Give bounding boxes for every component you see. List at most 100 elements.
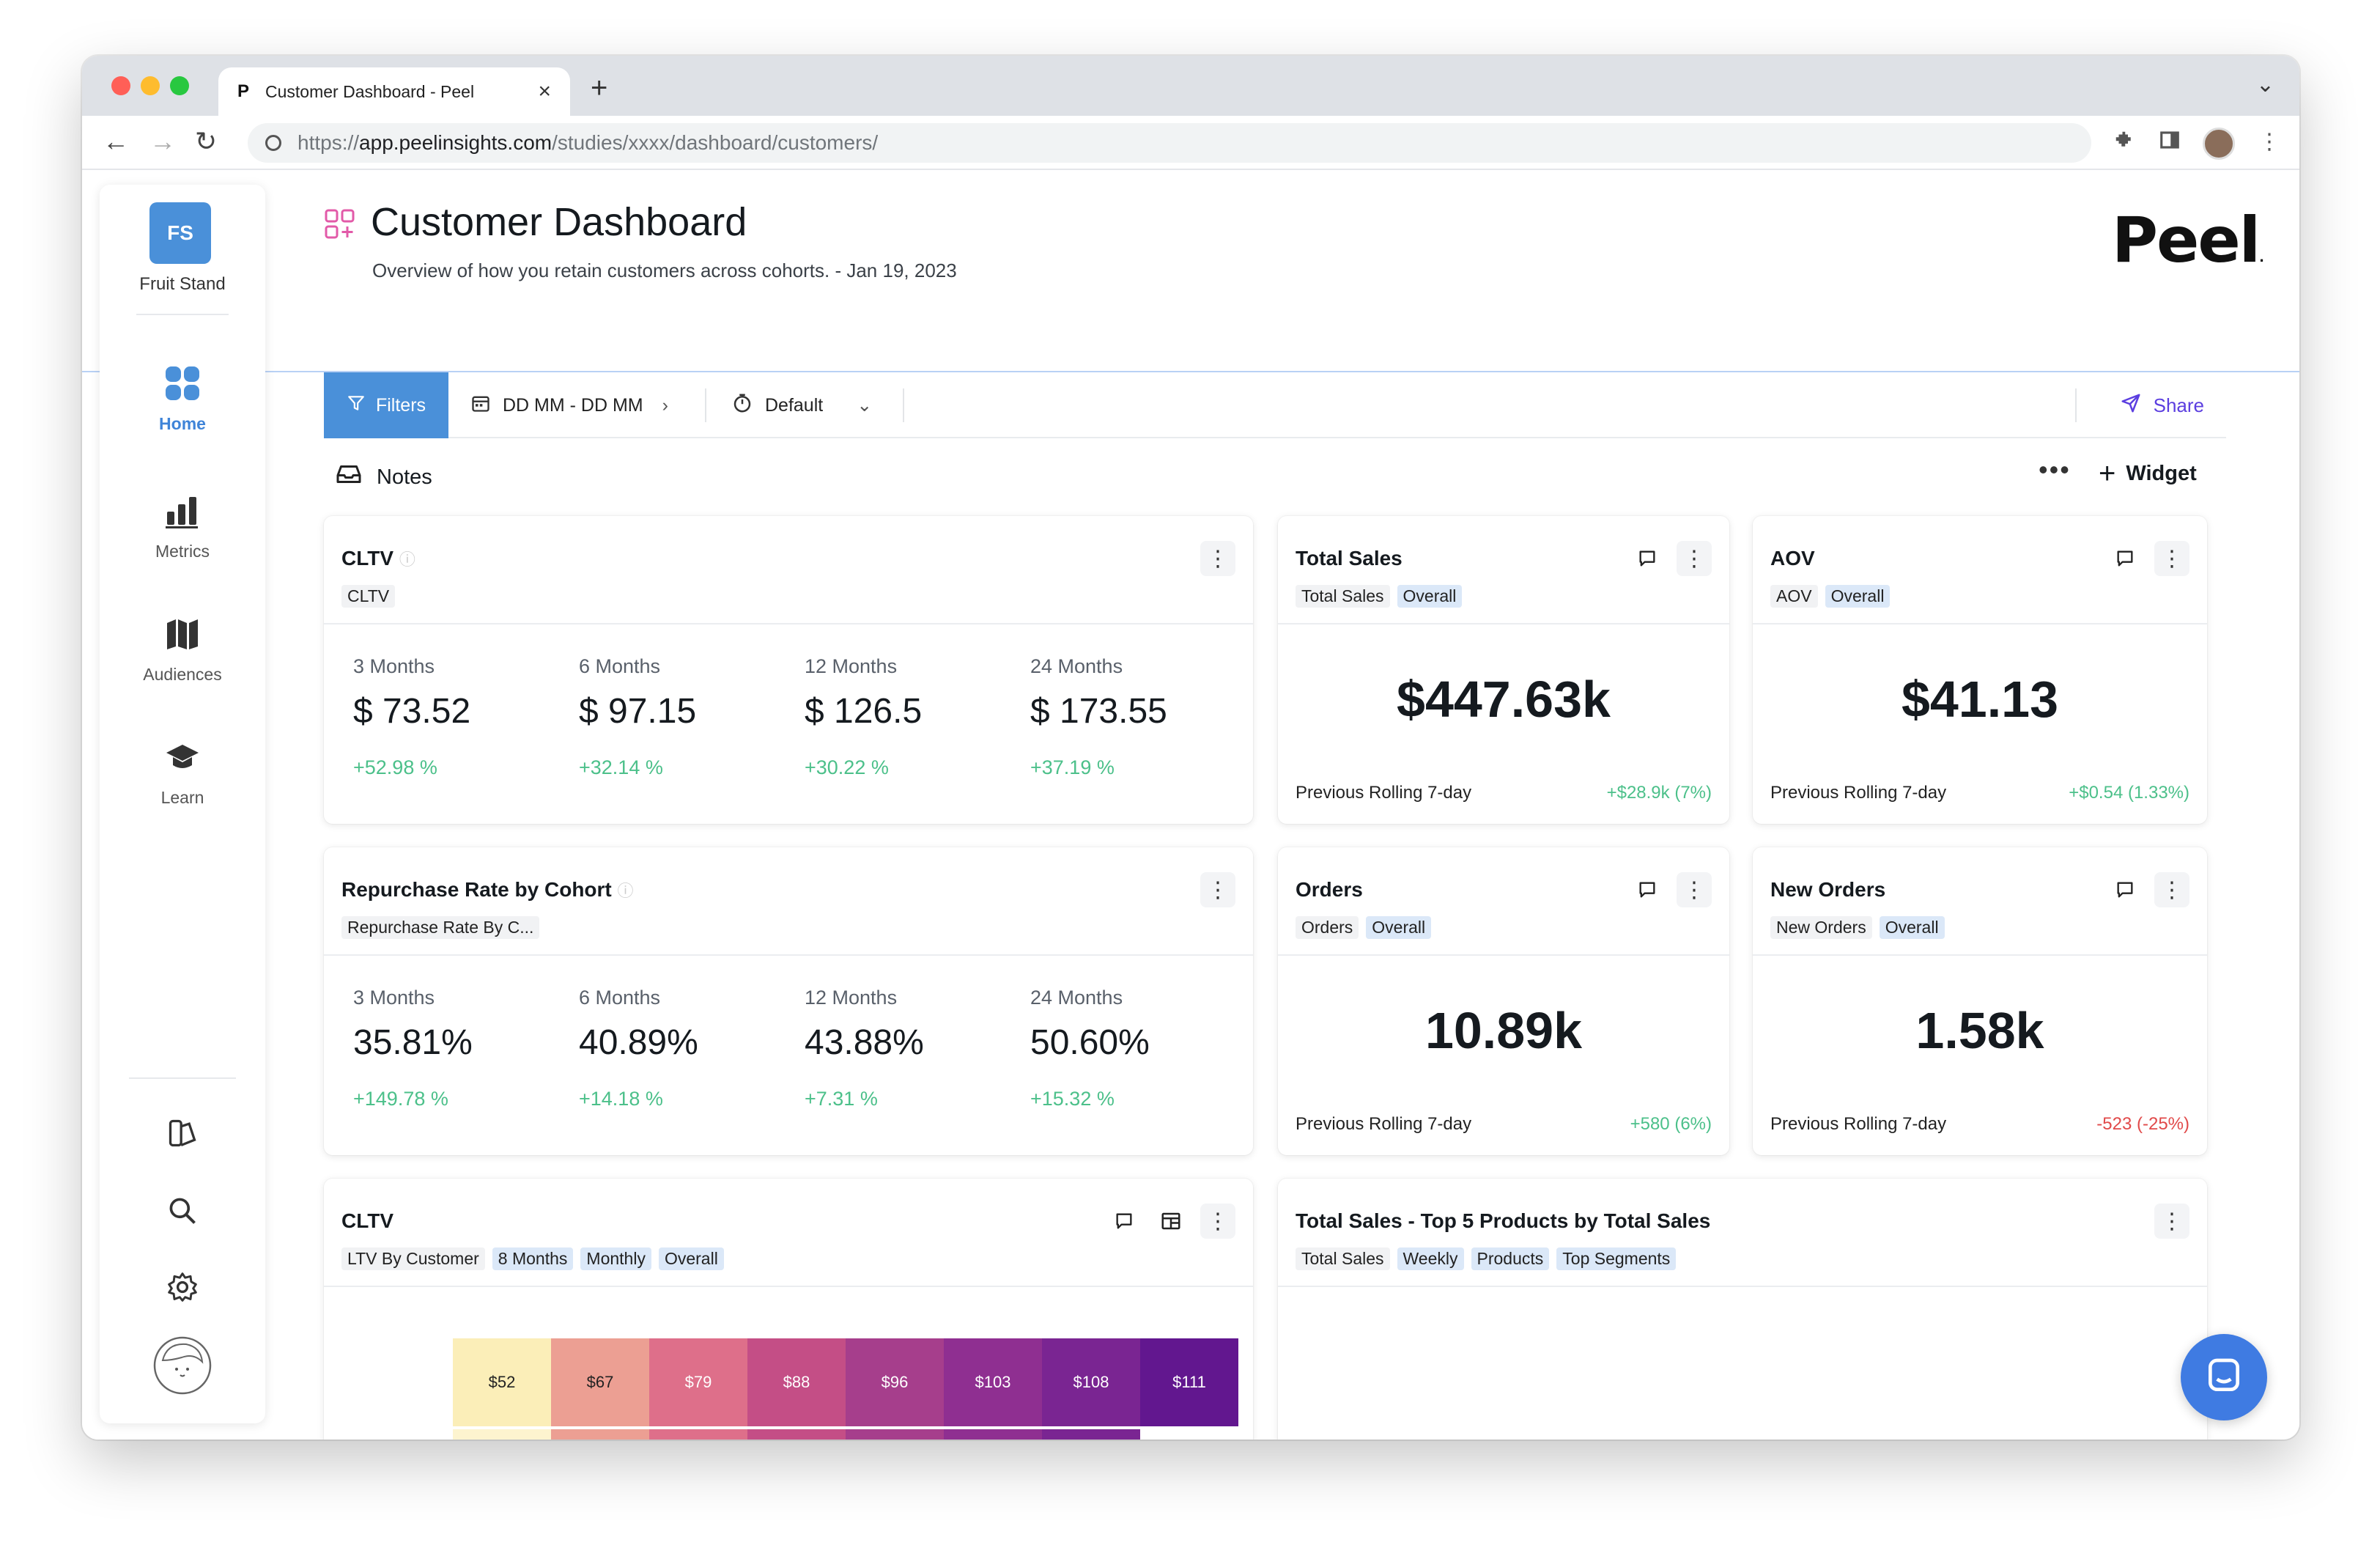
filterbar-divider: [903, 388, 904, 422]
org-badge[interactable]: FS: [149, 202, 211, 264]
heatmap-cell[interactable]: $74: [649, 1429, 747, 1440]
profile-avatar[interactable]: [2203, 128, 2235, 160]
close-window-button[interactable]: [111, 76, 130, 95]
metric-delta: +149.78 %: [353, 1088, 448, 1110]
metric-column: 12 Months $ 126.5 +30.22 %: [805, 655, 1024, 779]
sidebar-item-home[interactable]: Home: [100, 365, 265, 434]
kebab-menu-icon[interactable]: ⋮: [2154, 541, 2189, 576]
heatmap-cell[interactable]: $52: [453, 1338, 551, 1426]
date-range-picker[interactable]: DD MM - DD MM ›: [470, 372, 668, 438]
graduation-cap-icon: [100, 739, 265, 779]
filters-button[interactable]: Filters: [324, 372, 448, 438]
kebab-menu-icon[interactable]: ⋮: [1677, 541, 1712, 576]
card-actions: ⋮: [1630, 872, 1712, 907]
comment-icon[interactable]: [2107, 541, 2143, 576]
user-avatar[interactable]: [100, 1335, 265, 1399]
widget-label: Widget: [2126, 462, 2197, 485]
metric-delta: +37.19 %: [1030, 756, 1115, 778]
card-divider: [324, 623, 1253, 624]
appearance-button[interactable]: [100, 1117, 265, 1153]
kebab-menu-icon[interactable]: ⋮: [1200, 1204, 1235, 1239]
plus-icon: +: [2099, 457, 2116, 490]
kebab-menu-icon[interactable]: ⋮: [2154, 1204, 2189, 1239]
kebab-menu-icon[interactable]: ⋮: [1677, 872, 1712, 907]
sidebar-divider: [136, 314, 229, 315]
heatmap-cell[interactable]: $103: [944, 1338, 1042, 1426]
heatmap-cell[interactable]: $111: [1140, 1338, 1238, 1426]
heatmap-cell[interactable]: $83: [747, 1429, 846, 1440]
gear-icon: [166, 1271, 199, 1307]
reload-icon[interactable]: ↻: [195, 126, 218, 156]
heatmap-cell[interactable]: $79: [649, 1338, 747, 1426]
close-tab-icon[interactable]: ×: [538, 79, 551, 103]
kebab-menu-icon[interactable]: ⋮: [1200, 872, 1235, 907]
minimize-window-button[interactable]: [141, 76, 160, 95]
orders-card: Orders Orders Overall ⋮ 10.89k Previous …: [1278, 847, 1729, 1155]
notes-toggle[interactable]: Notes: [336, 463, 432, 491]
heatmap-cell[interactable]: $95: [944, 1429, 1042, 1440]
site-info-icon[interactable]: [265, 135, 281, 151]
side-panel-icon[interactable]: [2159, 129, 2181, 157]
address-bar[interactable]: https://app.peelinsights.com/studies/xxx…: [248, 123, 2091, 163]
heatmap-cell[interactable]: $96: [846, 1338, 944, 1426]
heatmap-cell[interactable]: $88: [747, 1338, 846, 1426]
metric-label: 12 Months: [805, 655, 898, 677]
search-button[interactable]: [100, 1195, 265, 1231]
comparison-label: Previous Rolling 7-day: [1770, 1114, 1947, 1134]
card-tags: Orders Overall: [1296, 916, 1432, 939]
card-actions: ⋮: [1200, 872, 1235, 907]
heatmap-cell[interactable]: $67: [551, 1338, 649, 1426]
comment-icon[interactable]: [1630, 872, 1665, 907]
tag: Overall: [658, 1247, 724, 1270]
tab-list-chevron-icon[interactable]: ⌄: [2255, 73, 2274, 97]
sidebar-item-metrics[interactable]: Metrics: [100, 493, 265, 561]
card-divider: [1278, 1286, 2207, 1287]
metric-column: 6 Months 40.89% +14.18 %: [579, 987, 799, 1110]
browser-menu-icon[interactable]: ⋮: [2258, 130, 2280, 154]
comment-icon[interactable]: [1106, 1204, 1142, 1239]
comment-icon[interactable]: [1630, 541, 1665, 576]
card-tags: CLTV: [341, 585, 396, 608]
date-range-label: DD MM - DD MM: [503, 394, 643, 416]
kebab-menu-icon[interactable]: ⋮: [2154, 872, 2189, 907]
heatmap-cell[interactable]: $108: [1042, 1338, 1140, 1426]
forward-arrow-icon[interactable]: →: [149, 126, 176, 156]
view-label: Default: [765, 394, 824, 416]
cltv-card: CLTV ⓘ CLTV ⋮ 3 Months $ 73.52 +52.98 % …: [324, 516, 1253, 824]
share-button[interactable]: Share: [2120, 372, 2204, 438]
url-text: https://app.peelinsights.com/studies/xxx…: [298, 131, 879, 154]
tag: Weekly: [1397, 1247, 1464, 1270]
settings-button[interactable]: [100, 1271, 265, 1307]
extensions-icon[interactable]: [2113, 129, 2135, 157]
info-icon[interactable]: ⓘ: [399, 550, 415, 569]
paint-icon: [166, 1117, 199, 1153]
sidebar-item-learn[interactable]: Learn: [100, 739, 265, 808]
add-widget-button[interactable]: + Widget: [2099, 457, 2197, 490]
org-name: Fruit Stand: [139, 274, 226, 294]
comment-icon[interactable]: [2107, 872, 2143, 907]
metric-value: 10.89k: [1424, 1002, 1583, 1059]
info-icon[interactable]: ⓘ: [617, 882, 634, 900]
more-options-icon[interactable]: •••: [2039, 454, 2071, 484]
heatmap-cell[interactable]: $64: [551, 1429, 649, 1440]
maximize-window-button[interactable]: [170, 76, 189, 95]
browser-window: P Customer Dashboard - Peel × + ⌄ ← → ↻ …: [82, 56, 2299, 1440]
tag: Top Segments: [1556, 1247, 1677, 1270]
sidebar-item-audiences[interactable]: Audiences: [100, 616, 265, 685]
send-icon: [2120, 392, 2142, 419]
kebab-menu-icon[interactable]: ⋮: [1200, 541, 1235, 576]
heatmap-cell[interactable]: $98: [1042, 1429, 1140, 1440]
back-arrow-icon[interactable]: ←: [103, 126, 129, 156]
table-view-icon[interactable]: [1153, 1204, 1189, 1239]
view-selector[interactable]: Default ⌄: [731, 372, 872, 438]
browser-tab[interactable]: P Customer Dashboard - Peel ×: [218, 67, 570, 116]
card-title: AOV: [1770, 547, 1815, 570]
metric-value: $ 173.55: [1030, 692, 1167, 731]
heatmap-cell[interactable]: $49: [453, 1429, 551, 1440]
chat-launcher-button[interactable]: [2181, 1334, 2267, 1420]
new-tab-button[interactable]: +: [591, 72, 608, 104]
tag: Overall: [1366, 916, 1432, 939]
metric-delta: +30.22 %: [805, 756, 889, 778]
heatmap-cell[interactable]: $89: [846, 1429, 944, 1440]
bar-chart-icon: [100, 493, 265, 533]
